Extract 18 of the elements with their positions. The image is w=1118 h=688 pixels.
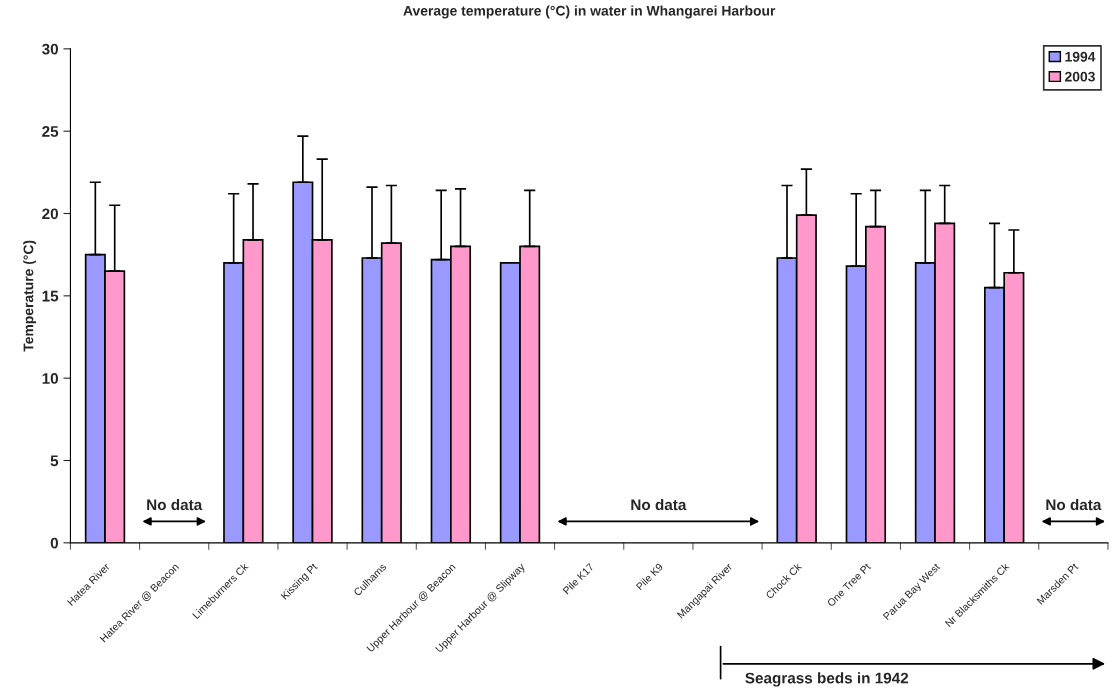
legend-label: 2003 bbox=[1065, 71, 1095, 82]
y-tick-label: 5 bbox=[50, 455, 59, 467]
chart-title: Average temperature (°C) in water in Whangarei Harbour bbox=[403, 5, 776, 19]
y-tick-label: 0 bbox=[50, 537, 58, 549]
y-tick-label: 10 bbox=[42, 373, 58, 384]
x-tick-label: One Tree Pt bbox=[826, 562, 872, 608]
annotation: No data bbox=[147, 498, 203, 511]
y-tick-label: 15 bbox=[42, 290, 59, 302]
y-axis-title: Temperature (°C) bbox=[23, 240, 37, 352]
x-tick-label: Pile K9 bbox=[635, 562, 664, 591]
y-tick-label: 30 bbox=[41, 43, 58, 55]
y-tick-label: 20 bbox=[42, 208, 58, 220]
text: Seagrass beds in 1942 bbox=[745, 672, 909, 687]
legend-label: 1994 bbox=[1065, 51, 1096, 62]
annotation: No data bbox=[1046, 498, 1102, 511]
x-tick-label: Pile K17 bbox=[562, 562, 595, 595]
y-tick-label: 25 bbox=[42, 126, 59, 137]
annotation: No data bbox=[631, 498, 687, 511]
